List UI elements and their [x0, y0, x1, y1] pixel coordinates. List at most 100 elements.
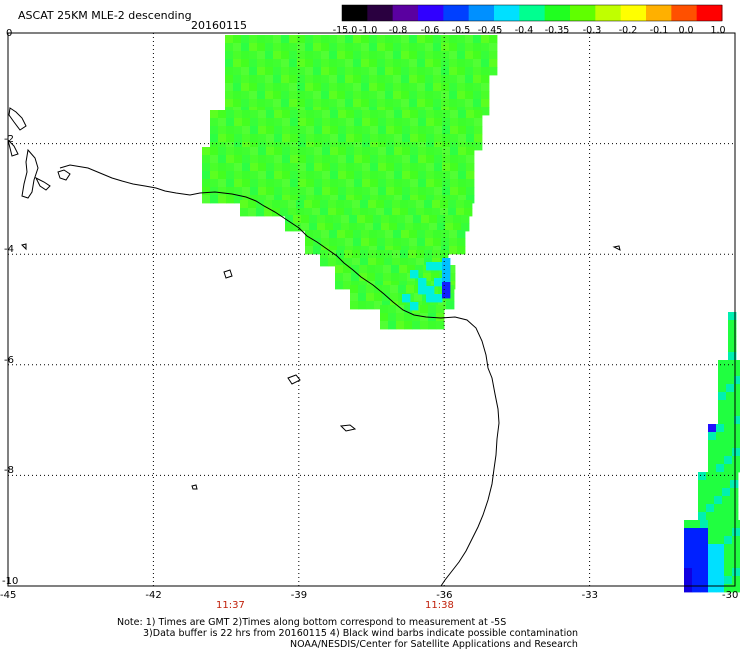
wind-cell: [461, 223, 470, 232]
wind-cell: [366, 285, 375, 294]
wind-cell: [473, 83, 482, 92]
wind-cell: [716, 440, 725, 449]
wind-cell: [722, 504, 731, 513]
wind-cell: [732, 464, 740, 473]
wind-cell: [489, 35, 498, 44]
wind-cell: [264, 200, 273, 209]
wind-cell: [338, 134, 347, 143]
wind-cell: [434, 110, 443, 119]
wind-cell: [386, 134, 395, 143]
wind-cell: [314, 163, 323, 172]
wind-cell: [369, 59, 378, 68]
wind-cell: [376, 200, 385, 209]
wind-cell: [382, 293, 391, 302]
wind-cell: [242, 118, 251, 127]
wind-cell: [330, 118, 339, 127]
wind-cell: [330, 179, 339, 188]
wind-cell: [410, 110, 419, 119]
wind-cell: [225, 91, 234, 100]
wind-cell: [433, 83, 442, 92]
wind-cell: [489, 51, 498, 60]
wind-cell: [481, 83, 490, 92]
wind-cell: [305, 91, 314, 100]
wind-cell: [708, 576, 717, 585]
wind-cell: [305, 43, 314, 52]
wind-cell: [385, 51, 394, 60]
wind-cell: [698, 480, 707, 489]
wind-cell: [341, 215, 350, 224]
wind-cell: [281, 83, 290, 92]
wind-cell: [266, 195, 275, 204]
wind-cell: [385, 43, 394, 52]
wind-cell: [360, 208, 369, 217]
wind-cell: [426, 171, 435, 180]
wind-cell: [250, 155, 259, 164]
wind-cell: [225, 83, 234, 92]
wind-cell: [732, 432, 740, 441]
wind-cell: [210, 163, 219, 172]
wind-cell: [266, 147, 275, 156]
wind-cell: [210, 195, 219, 204]
wind-cell: [353, 230, 362, 239]
wind-cell: [290, 179, 299, 188]
wind-cell: [378, 110, 387, 119]
wind-cell: [388, 305, 397, 314]
wind-cell: [389, 223, 398, 232]
wind-cell: [257, 59, 266, 68]
wind-cell: [242, 195, 251, 204]
wind-cell: [241, 67, 250, 76]
wind-cell: [325, 215, 334, 224]
wind-cell: [234, 195, 243, 204]
wind-cell: [394, 163, 403, 172]
wind-cell: [407, 265, 416, 274]
wind-cell: [716, 448, 725, 457]
wind-cell: [716, 520, 725, 529]
wind-cell: [724, 536, 733, 545]
wind-cell: [421, 215, 430, 224]
wind-cell: [718, 360, 727, 369]
wind-cell: [369, 83, 378, 92]
wind-cell: [692, 568, 701, 577]
wind-cell: [383, 265, 392, 274]
wind-cell: [434, 262, 443, 271]
wind-cell: [684, 584, 693, 593]
wind-cell: [401, 83, 410, 92]
wind-cell: [457, 91, 466, 100]
wind-cell: [684, 544, 693, 553]
wind-cell: [369, 67, 378, 76]
wind-cell: [344, 258, 353, 267]
wind-cell: [426, 134, 435, 143]
wind-cell: [456, 200, 465, 209]
wind-cell: [266, 134, 275, 143]
wind-cell: [718, 376, 727, 385]
wind-cell: [394, 155, 403, 164]
wind-cell: [250, 179, 259, 188]
wind-cell: [716, 544, 725, 553]
wind-cell: [384, 208, 393, 217]
wind-cell: [338, 118, 347, 127]
wind-cell: [716, 464, 725, 473]
wind-cell: [322, 142, 331, 151]
wind-cell: [417, 35, 426, 44]
wind-cell: [297, 99, 306, 108]
wind-cell: [346, 195, 355, 204]
wind-cell: [242, 126, 251, 135]
wind-cell: [734, 392, 740, 401]
wind-cell: [233, 67, 242, 76]
time-label-2: 11:38: [425, 600, 454, 611]
wind-cell: [353, 67, 362, 76]
wind-cell: [465, 83, 474, 92]
wind-cell: [290, 155, 299, 164]
wind-cell: [708, 448, 717, 457]
wind-cell: [453, 223, 462, 232]
wind-cell: [393, 238, 402, 247]
wind-cell: [242, 155, 251, 164]
wind-cell: [409, 230, 418, 239]
wind-cell: [442, 147, 451, 156]
wind-cell: [290, 126, 299, 135]
wind-cell: [250, 163, 259, 172]
wind-cell: [458, 155, 467, 164]
wind-cell: [337, 99, 346, 108]
wind-cell: [433, 43, 442, 52]
wind-cell: [367, 273, 376, 282]
